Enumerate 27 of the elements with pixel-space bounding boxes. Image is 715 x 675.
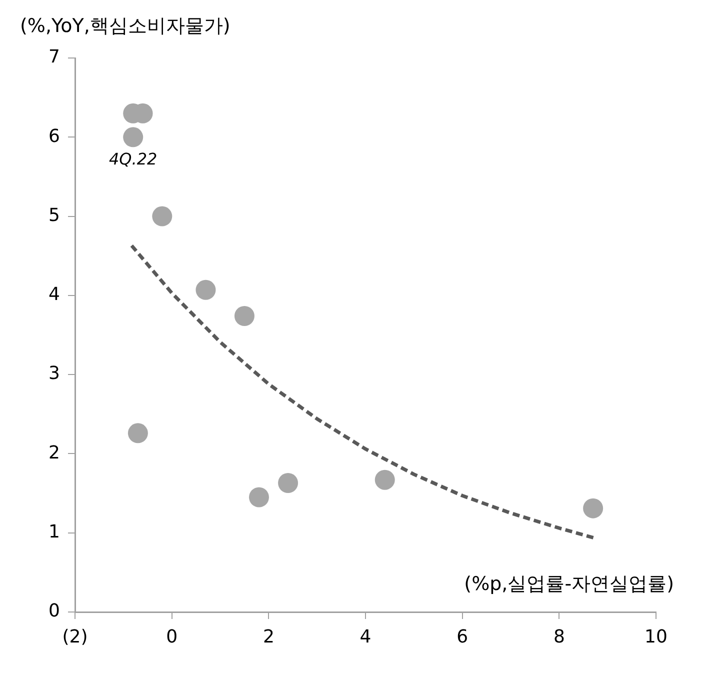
point	[152, 206, 172, 226]
x-tick-label: 4	[360, 626, 372, 648]
y-tick-label: 0	[48, 600, 60, 622]
x-tick-label: 8	[553, 626, 565, 648]
y-tick-label: 6	[48, 126, 60, 147]
point	[128, 423, 148, 444]
y-tick-label: 3	[48, 363, 60, 384]
y-tick-label: 5	[48, 204, 60, 226]
y-axis-title: (%,YoY,핵심소비자물가)	[20, 14, 230, 37]
point	[248, 487, 269, 508]
point	[374, 470, 395, 490]
point	[196, 280, 216, 300]
x-tick-label: 10	[644, 626, 668, 648]
y-tick-label: 4	[48, 284, 60, 306]
y-tick-label: 7	[48, 46, 60, 68]
y-tick-label: 2	[48, 442, 60, 464]
point	[583, 498, 604, 518]
x-tick-label: 0	[166, 626, 178, 648]
point	[278, 472, 298, 493]
annotation: 4Q.22	[108, 149, 158, 168]
x-axis-title: (%p,실업률-자연실업률)	[464, 572, 674, 595]
y-tick-label: 1	[48, 522, 60, 543]
x-tick-label: (2)	[62, 626, 88, 648]
x-tick-label: 2	[262, 626, 274, 648]
x-tick-label: 6	[456, 626, 468, 648]
point	[234, 306, 254, 326]
point	[123, 127, 144, 148]
